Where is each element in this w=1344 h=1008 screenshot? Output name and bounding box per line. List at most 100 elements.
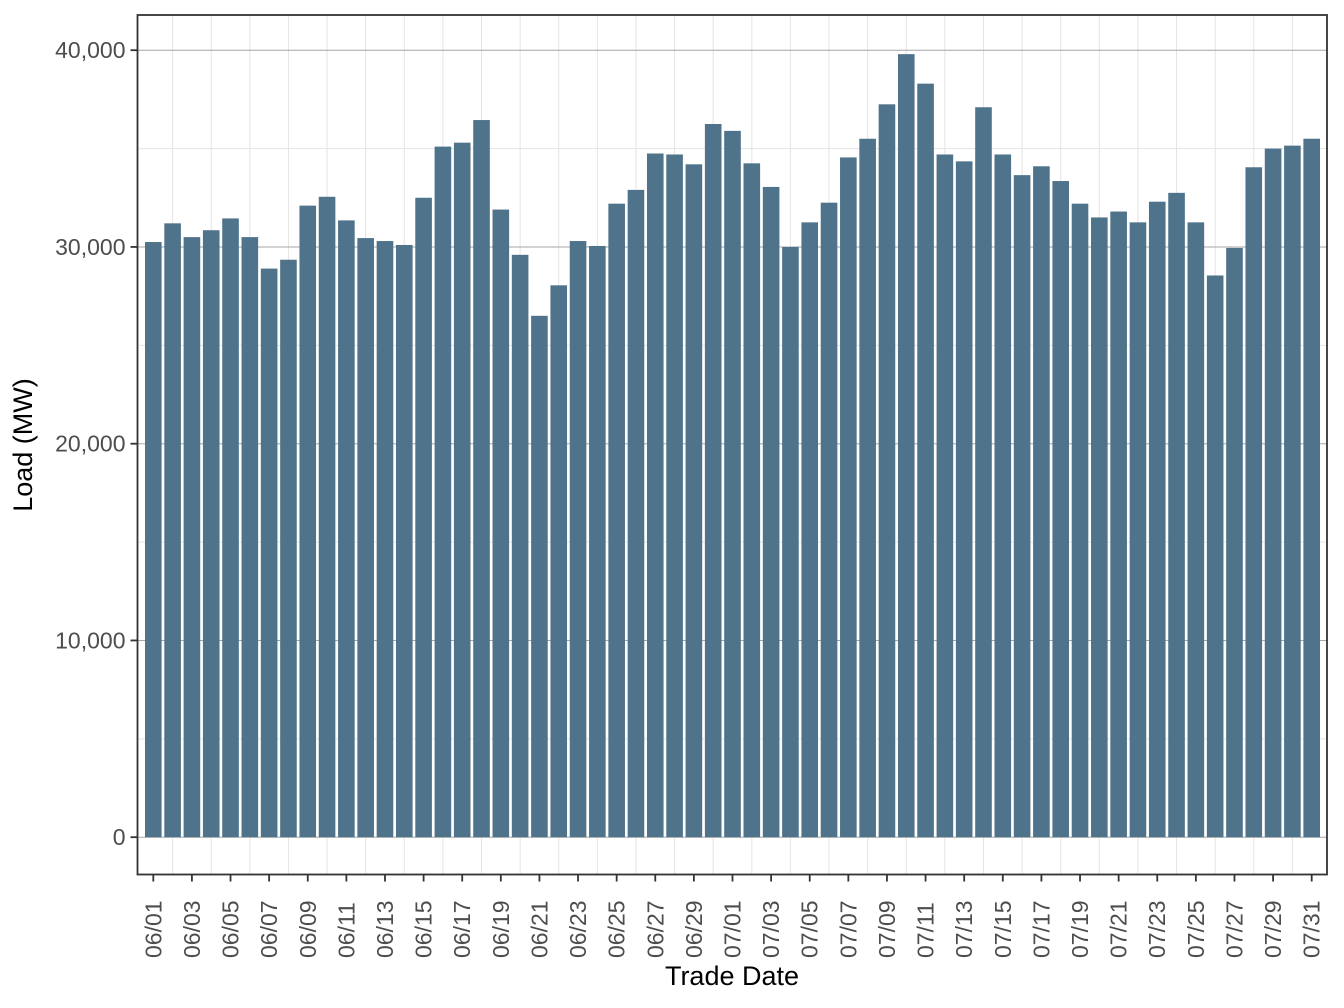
bar-06/30 [704, 123, 722, 838]
bar-06/14 [395, 244, 413, 838]
bar-07/18 [1052, 181, 1070, 838]
bar-07/02 [743, 163, 761, 838]
bar-06/23 [569, 241, 587, 838]
x-tick-label: 06/17 [449, 900, 475, 958]
bar-06/24 [589, 245, 606, 838]
bar-06/10 [318, 196, 336, 838]
bar-06/12 [357, 238, 374, 838]
bar-06/11 [338, 220, 355, 838]
bar-07/11 [917, 83, 934, 838]
x-tick-label: 07/17 [1028, 900, 1054, 958]
x-tick-label: 07/05 [797, 900, 823, 958]
bar-07/14 [975, 107, 992, 838]
bar-06/25 [608, 203, 625, 838]
x-tick-label: 07/11 [913, 902, 939, 958]
x-tick-label: 06/21 [526, 900, 552, 958]
bar-06/18 [473, 120, 490, 838]
x-axis-title: Trade Date [665, 961, 799, 991]
x-tick-label: 07/01 [720, 900, 746, 958]
x-tick-label: 06/11 [333, 902, 359, 958]
x-tick-label: 06/19 [488, 900, 514, 958]
x-tick-label: 07/15 [990, 900, 1016, 958]
bar-07/16 [1013, 175, 1031, 838]
x-tick-label: 06/13 [372, 900, 398, 958]
bar-07/31 [1303, 138, 1320, 838]
bar-06/16 [434, 146, 452, 838]
bar-06/03 [183, 237, 201, 838]
bar-07/29 [1264, 148, 1282, 838]
bar-07/20 [1091, 217, 1108, 838]
bar-06/17 [453, 142, 471, 838]
bar-07/21 [1110, 211, 1127, 838]
bar-07/26 [1206, 275, 1224, 838]
bar-06/15 [415, 197, 432, 838]
x-tick-label: 07/19 [1067, 900, 1093, 958]
bar-07/19 [1071, 203, 1089, 838]
y-tick-label: 0 [113, 824, 126, 850]
x-tick-label: 06/07 [256, 900, 282, 958]
bar-07/23 [1148, 201, 1166, 838]
x-tick-label: 07/27 [1221, 900, 1247, 958]
bar-07/27 [1226, 247, 1243, 838]
bar-06/28 [666, 154, 683, 838]
bar-07/01 [724, 130, 741, 838]
bar-07/12 [936, 154, 954, 838]
bar-06/01 [145, 242, 162, 838]
x-tick-label: 06/15 [411, 900, 437, 958]
x-tick-label: 07/31 [1299, 900, 1325, 958]
bar-06/02 [164, 223, 181, 838]
bar-07/03 [762, 186, 780, 838]
bar-07/17 [1033, 166, 1050, 838]
bar-07/10 [897, 54, 915, 838]
x-tick-label: 06/01 [140, 900, 166, 958]
bar-07/05 [801, 222, 819, 838]
bar-06/06 [241, 237, 259, 838]
x-tick-label: 06/25 [604, 900, 630, 958]
bar-07/30 [1284, 145, 1301, 838]
bar-06/19 [492, 209, 510, 838]
x-tick-label: 06/27 [642, 900, 668, 958]
x-tick-label: 07/23 [1144, 900, 1170, 958]
x-tick-label: 06/03 [179, 900, 205, 958]
bar-06/20 [511, 254, 529, 838]
y-tick-label: 10,000 [55, 627, 125, 653]
x-tick-label: 07/13 [951, 900, 977, 958]
x-tick-label: 06/23 [565, 900, 591, 958]
bar-07/07 [840, 157, 857, 838]
bar-07/09 [878, 104, 896, 838]
bar-07/13 [955, 161, 973, 838]
bar-06/13 [376, 241, 394, 838]
x-tick-label: 06/09 [295, 900, 321, 958]
x-tick-label: 07/21 [1106, 900, 1132, 958]
bar-06/21 [531, 315, 548, 838]
x-tick-label: 06/29 [681, 900, 707, 958]
bar-06/29 [685, 164, 703, 838]
bar-06/07 [260, 268, 278, 838]
bar-07/15 [994, 154, 1012, 838]
bar-07/28 [1245, 167, 1263, 838]
x-tick-label: 07/25 [1183, 900, 1209, 958]
x-tick-label: 07/09 [874, 900, 900, 958]
bar-06/05 [222, 218, 239, 838]
bar-06/22 [550, 285, 568, 838]
y-axis-title: Load (MW) [8, 378, 38, 512]
x-tick-label: 07/03 [758, 900, 784, 958]
y-tick-label: 30,000 [55, 234, 125, 260]
x-tick-label: 06/05 [218, 900, 244, 958]
bar-07/04 [782, 246, 799, 838]
bar-07/24 [1168, 192, 1185, 838]
bar-07/06 [820, 202, 838, 838]
bar-06/08 [280, 259, 297, 838]
bar-06/04 [202, 230, 220, 838]
bar-06/09 [299, 205, 317, 838]
x-tick-label: 07/07 [835, 900, 861, 958]
bar-07/25 [1187, 222, 1205, 838]
bar-07/22 [1129, 222, 1147, 838]
bar-06/26 [627, 189, 645, 838]
y-tick-label: 20,000 [55, 431, 125, 457]
x-tick-label: 07/29 [1260, 900, 1286, 958]
bar-07/08 [859, 138, 876, 838]
y-tick-label: 40,000 [55, 37, 125, 63]
